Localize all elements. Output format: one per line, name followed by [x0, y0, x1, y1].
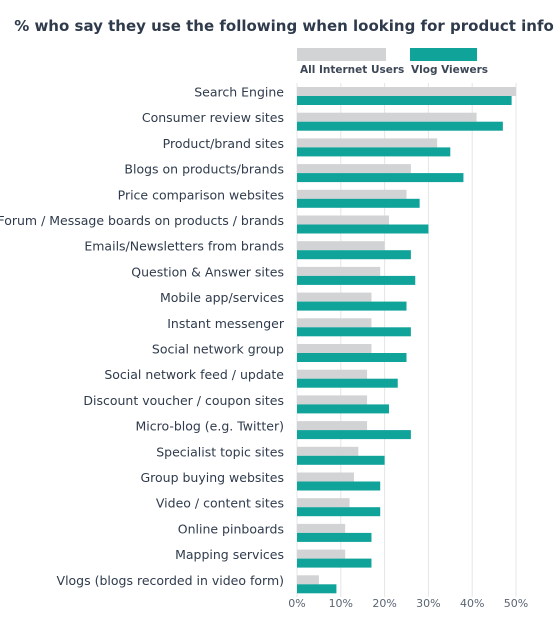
category-label-2: Product/brand sites	[163, 136, 284, 151]
bar-all-internet-users-7	[297, 266, 381, 276]
chart-title: % who say they use the following when lo…	[14, 17, 554, 35]
category-label-12: Discount voucher / coupon sites	[83, 393, 284, 408]
bar-vlog-viewers-7	[297, 275, 416, 285]
bar-all-internet-users-0	[297, 87, 516, 96]
bar-vlog-viewers-4	[297, 198, 420, 208]
category-label-17: Online pinboards	[178, 521, 284, 536]
x-tick-label-5: 50%	[504, 597, 528, 610]
bar-vlog-viewers-16	[297, 507, 381, 517]
bar-all-internet-users-11	[297, 369, 368, 379]
bar-all-internet-users-18	[297, 549, 346, 559]
category-label-16: Video / content sites	[156, 496, 284, 511]
bar-vlog-viewers-12	[297, 404, 389, 414]
x-tick-label-4: 40%	[460, 597, 484, 610]
category-label-8: Mobile app/services	[160, 290, 284, 305]
bar-all-internet-users-19	[297, 575, 319, 585]
category-label-18: Mapping services	[175, 547, 284, 562]
bar-vlog-viewers-15	[297, 481, 381, 491]
bar-all-internet-users-6	[297, 241, 385, 251]
bar-vlog-viewers-17	[297, 532, 372, 542]
bar-vlog-viewers-19	[297, 584, 337, 594]
bar-vlog-viewers-18	[297, 558, 372, 568]
bar-all-internet-users-17	[297, 523, 346, 533]
bar-all-internet-users-3	[297, 164, 411, 174]
bar-all-internet-users-2	[297, 138, 438, 148]
grid-lines	[296, 83, 517, 597]
category-label-7: Question & Answer sites	[131, 264, 284, 279]
category-label-3: Blogs on products/brands	[124, 162, 284, 177]
bar-all-internet-users-4	[297, 189, 407, 199]
legend-label-1: Vlog Viewers	[411, 64, 488, 76]
bar-vlog-viewers-11	[297, 378, 398, 388]
bar-vlog-viewers-10	[297, 353, 407, 362]
legend-swatch-1	[410, 48, 477, 61]
bar-vlog-viewers-1	[297, 121, 503, 131]
category-label-9: Instant messenger	[167, 316, 285, 331]
category-label-15: Group buying websites	[140, 470, 284, 485]
category-label-11: Social network feed / update	[104, 367, 284, 382]
bar-vlog-viewers-0	[297, 96, 512, 105]
bar-all-internet-users-15	[297, 472, 354, 482]
bar-vlog-viewers-9	[297, 327, 411, 337]
x-tick-label-0: 0%	[288, 597, 305, 610]
bar-all-internet-users-12	[297, 395, 368, 405]
category-label-10: Social network group	[152, 342, 284, 357]
bar-all-internet-users-9	[297, 318, 372, 328]
bar-all-internet-users-5	[297, 215, 389, 225]
bar-vlog-viewers-6	[297, 250, 411, 260]
bar-all-internet-users-8	[297, 292, 372, 302]
category-label-13: Micro-blog (e.g. Twitter)	[135, 419, 284, 434]
bar-vlog-viewers-3	[297, 173, 464, 183]
bar-all-internet-users-10	[297, 344, 372, 353]
x-axis-ticks: 0% 10% 20% 30% 40% 50%	[288, 597, 528, 610]
category-label-0: Search Engine	[194, 85, 284, 100]
x-tick-label-1: 10%	[329, 597, 353, 610]
bar-all-internet-users-13	[297, 421, 368, 431]
x-tick-label-2: 20%	[372, 597, 396, 610]
category-label-4: Price comparison websites	[118, 187, 284, 202]
bar-all-internet-users-1	[297, 112, 477, 122]
x-tick-label-3: 30%	[416, 597, 440, 610]
bars	[297, 87, 516, 594]
bar-vlog-viewers-5	[297, 224, 429, 234]
category-label-14: Specialist topic sites	[156, 444, 284, 459]
category-label-5: Forum / Message boards on products / bra…	[0, 213, 284, 228]
category-label-6: Emails/Newsletters from brands	[84, 239, 284, 254]
bar-all-internet-users-16	[297, 498, 350, 508]
legend-label-0: All Internet Users	[300, 64, 404, 76]
category-labels: Search Engine Consumer review sites Produc…	[0, 85, 285, 588]
bar-vlog-viewers-2	[297, 147, 451, 157]
category-label-19: Vlogs (blogs recorded in video form)	[57, 573, 284, 588]
bar-vlog-viewers-14	[297, 455, 385, 465]
bar-all-internet-users-14	[297, 446, 359, 456]
bar-vlog-viewers-8	[297, 301, 407, 311]
legend-swatch-0	[297, 48, 386, 61]
bar-vlog-viewers-13	[297, 430, 411, 440]
category-label-1: Consumer review sites	[142, 110, 284, 125]
legend: All Internet Users Vlog Viewers	[297, 48, 488, 76]
